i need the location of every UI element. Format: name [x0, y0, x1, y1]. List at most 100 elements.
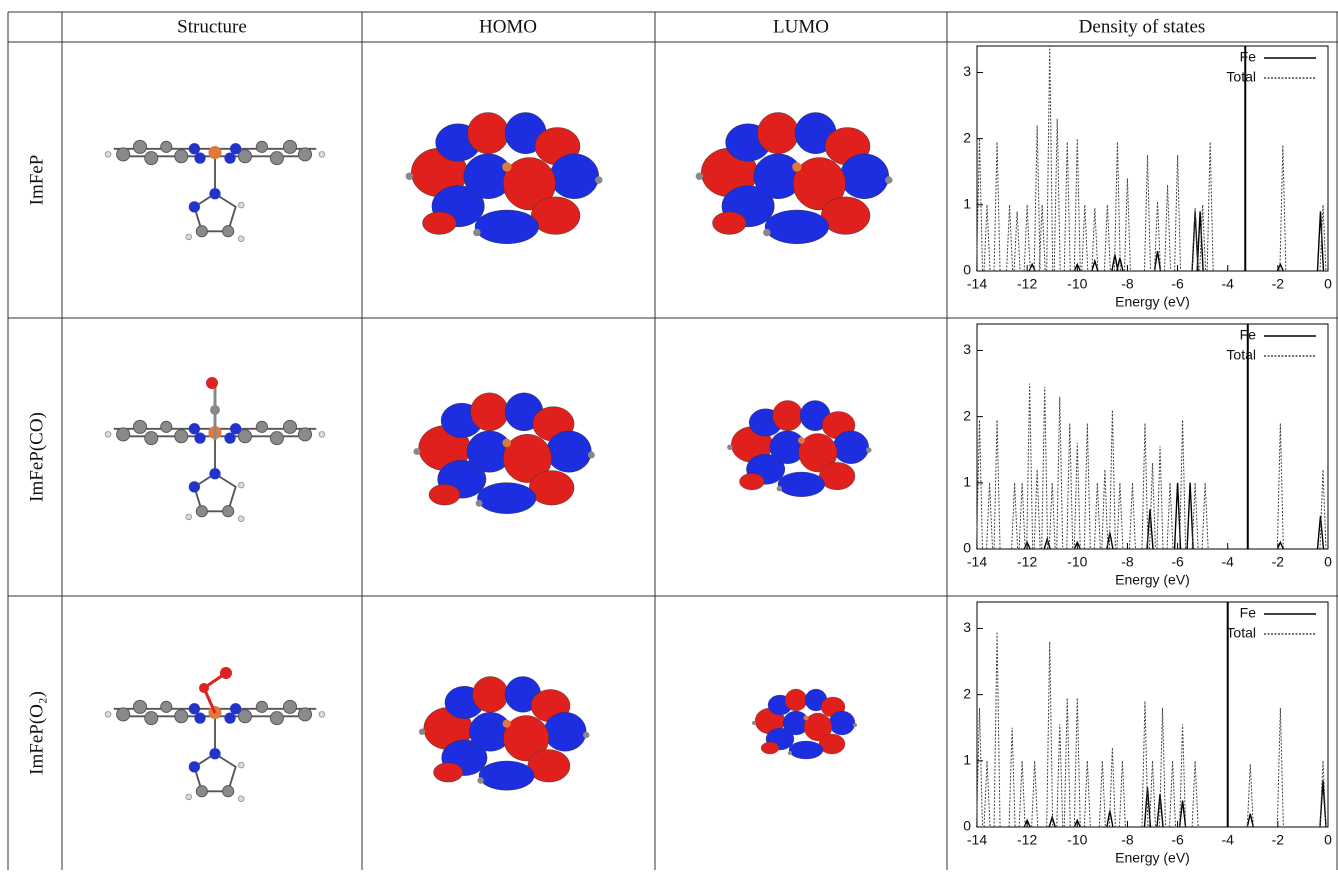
x-tick-label: 0 [1324, 276, 1332, 292]
plot-frame [977, 602, 1328, 827]
x-tick-label: -4 [1221, 276, 1234, 292]
dos-peak [1024, 205, 1030, 271]
dos-peak [1167, 483, 1173, 549]
dos-peak [1129, 483, 1135, 549]
y-tick-label: 2 [963, 685, 971, 701]
dos-peak [1042, 387, 1048, 549]
column-header: LUMO [773, 16, 829, 37]
row-label: ImFeP(CO) [26, 412, 47, 502]
y-tick-label: 3 [963, 341, 971, 357]
dos-peak [1009, 728, 1015, 827]
structure-image [105, 140, 324, 241]
x-tick-label: -2 [1272, 554, 1285, 570]
x-tick-label: -12 [1017, 832, 1037, 848]
dos-peak [1175, 483, 1181, 549]
x-tick-label: -14 [967, 832, 987, 848]
plot-frame [977, 46, 1328, 271]
dos-peak [1280, 145, 1286, 271]
y-tick-label: 2 [963, 407, 971, 423]
dos-peak [1047, 642, 1053, 827]
dos-peak [994, 420, 1000, 549]
dos-peak [1067, 423, 1073, 549]
dos-peak [1027, 384, 1033, 549]
dos-peak [1054, 119, 1060, 271]
dos-peak [1109, 748, 1115, 827]
dos-peak [1047, 46, 1053, 271]
x-tick-label: 0 [1324, 832, 1332, 848]
lumo-image [752, 689, 857, 759]
plot-frame [977, 324, 1328, 549]
table-grid [8, 12, 1338, 870]
dos-peak [1074, 698, 1080, 827]
x-tick-label: -10 [1067, 554, 1087, 570]
dos-peak [987, 483, 993, 549]
dos-peak [1082, 205, 1088, 271]
dos-peak [1084, 423, 1090, 549]
dos-peak [1032, 761, 1038, 827]
dos-peak [1094, 483, 1100, 549]
y-tick-label: 1 [963, 196, 971, 212]
dos-peak [1074, 443, 1080, 549]
x-tick-label: -6 [1171, 554, 1184, 570]
x-tick-label: -10 [1067, 276, 1087, 292]
dos-peak [984, 205, 990, 271]
x-tick-label: -14 [967, 554, 987, 570]
row-label: ImFeP(O₂) [26, 691, 47, 775]
dos-peak [1114, 142, 1120, 271]
dos-peak [1192, 761, 1198, 827]
dos-peak [1207, 142, 1213, 271]
dos-peak [994, 632, 1000, 827]
structure-image [105, 700, 324, 801]
dos-peak [1157, 446, 1163, 549]
homo-image [406, 113, 603, 244]
homo-image [419, 677, 590, 791]
y-tick-label: 3 [963, 619, 971, 635]
dos-peak [1142, 423, 1148, 549]
column-header: HOMO [479, 16, 537, 37]
x-axis-title: Energy (eV) [1115, 850, 1190, 866]
dos-peak [1084, 761, 1090, 827]
x-tick-label: -14 [967, 276, 987, 292]
dos-peak [1119, 761, 1125, 827]
homo-image [413, 393, 594, 514]
dos-peak [1175, 155, 1181, 271]
x-tick-label: -12 [1017, 276, 1037, 292]
dos-peak [1034, 470, 1040, 549]
x-tick-label: -8 [1121, 276, 1134, 292]
dos-peak [1170, 761, 1176, 827]
dos-peak [1007, 205, 1013, 271]
y-tick-label: 1 [963, 752, 971, 768]
legend-label: Total [1226, 347, 1256, 363]
legend-label: Fe [1240, 327, 1257, 343]
x-tick-label: -6 [1171, 832, 1184, 848]
dos-peak [1180, 724, 1186, 827]
dos-peak [1187, 483, 1193, 549]
x-tick-label: -10 [1067, 832, 1087, 848]
dos-peak [1104, 205, 1110, 271]
legend-label: Fe [1240, 605, 1257, 621]
y-tick-label: 1 [963, 474, 971, 490]
x-tick-label: -4 [1221, 832, 1234, 848]
dos-peak [1034, 125, 1040, 271]
legend-label: Total [1226, 69, 1256, 85]
dos-peak [1012, 483, 1018, 549]
dos-peak [1124, 178, 1130, 271]
dos-peak [1142, 701, 1148, 827]
dos-peak [1019, 761, 1025, 827]
dos-peak [1155, 251, 1161, 271]
lumo-image [696, 113, 893, 244]
dos-peak [1014, 211, 1020, 271]
dos-peak [1144, 155, 1150, 271]
row-label: ImFeP [26, 155, 47, 206]
y-tick-label: 3 [963, 63, 971, 79]
legend-label: Total [1226, 625, 1256, 641]
dos-peak [1109, 410, 1115, 549]
dos-peak [1064, 698, 1070, 827]
x-tick-label: 0 [1324, 554, 1332, 570]
column-header: Structure [177, 16, 247, 37]
lumo-image [727, 401, 871, 497]
dos-peak [1074, 139, 1080, 271]
dos-peak [1117, 483, 1123, 549]
dos-peak [1099, 761, 1105, 827]
figure-table: Structure HOMO LUMO Density of states Im… [0, 0, 1338, 870]
